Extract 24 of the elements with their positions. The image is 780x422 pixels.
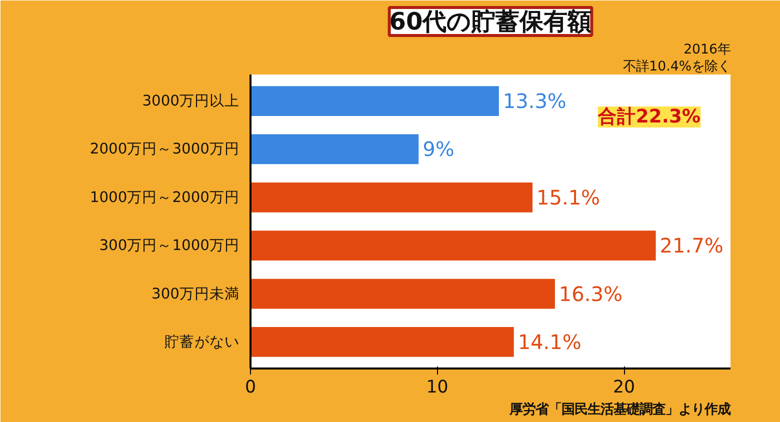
- bar: [250, 327, 514, 357]
- x-tick-label: 20: [613, 378, 636, 398]
- data-label: 15.1%: [536, 185, 600, 210]
- y-tick-label: 3000万円以上: [142, 92, 240, 110]
- bar: [250, 182, 533, 212]
- text: 厚労省「国民生活基礎調査」より作成: [508, 402, 730, 418]
- bar: [250, 134, 419, 164]
- data-label: 21.7%: [660, 234, 724, 258]
- data-label: 14.1%: [518, 330, 582, 354]
- bar: [250, 278, 555, 309]
- y-tick-label: 300万円～1000万円: [99, 237, 240, 254]
- y-tick-label: 2000万円～3000万円: [90, 140, 240, 158]
- annotation: 不詳10.4%を除く: [623, 60, 731, 74]
- y-tick-label: 300万円未満: [152, 285, 240, 302]
- text: 2016年: [684, 42, 731, 58]
- y-tick-label: 1000万円～2000万円: [90, 188, 240, 206]
- bar: [250, 86, 499, 116]
- y-tick-label: 貯蓄がない: [164, 333, 240, 350]
- x-tick-label: 0: [244, 378, 256, 398]
- bar: [250, 230, 656, 261]
- data-label: 16.3%: [558, 282, 622, 306]
- x-tick-label: 10: [426, 378, 448, 398]
- data-label: 9%: [422, 137, 454, 162]
- data-label: 13.3%: [502, 89, 566, 114]
